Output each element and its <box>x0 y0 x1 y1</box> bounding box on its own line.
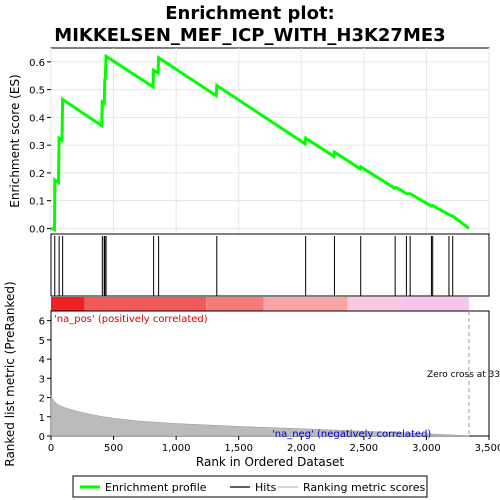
legend-label: Enrichment profile <box>105 481 207 494</box>
metric-y-axis-label: Ranked list metric (PreRanked) <box>3 281 17 466</box>
gradient-segment <box>206 297 264 311</box>
metric-y-tick-label: 6 <box>39 317 45 328</box>
hits-group <box>54 236 454 296</box>
x-tick-label: 3,500 <box>475 443 500 454</box>
metric-y-tick-label: 1 <box>39 413 45 424</box>
x-axis-label: Rank in Ordered Dataset <box>196 455 344 469</box>
es-y-tick-label: 0.3 <box>29 141 45 152</box>
metric-y-ticks: 0 1 2 3 4 5 6 <box>39 317 51 443</box>
x-tick-label: 500 <box>104 443 123 454</box>
zero-cross-label: Zero cross at 3340 <box>427 370 500 380</box>
title-line-2: MIKKELSEN_MEF_ICP_WITH_H3K27ME3 <box>54 25 445 46</box>
ranking-metric-area <box>50 395 470 437</box>
enrichment-profile-line <box>50 53 470 233</box>
x-tick-label: 2,500 <box>350 443 379 454</box>
metric-y-tick-label: 4 <box>39 355 45 366</box>
metric-y-tick-label: 5 <box>39 336 45 347</box>
es-y-axis-label: Enrichment score (ES) <box>8 74 22 207</box>
metric-y-tick-label: 3 <box>39 374 45 385</box>
metric-y-tick-label: 2 <box>39 394 45 405</box>
es-y-tick-label: 0.4 <box>29 113 45 124</box>
es-y-tick-label: 0.0 <box>29 224 45 235</box>
metric-panel-frame <box>50 310 490 437</box>
gradient-segment <box>401 297 469 311</box>
gradient-segment <box>263 297 348 311</box>
es-y-tick-label: 0.2 <box>29 169 45 180</box>
es-y-tick-label: 0.6 <box>29 58 45 69</box>
es-y-tick-label: 0.1 <box>29 197 45 208</box>
x-ticks: 0 500 1,000 1,500 2,000 2,500 3,000 3,500 <box>48 436 500 454</box>
hits-panel-frame <box>50 233 490 297</box>
title-line-1: Enrichment plot: <box>165 3 335 24</box>
legend-label: Hits <box>255 481 277 494</box>
metric-y-tick-label: 0 <box>39 432 45 443</box>
gradient-segment <box>347 297 402 311</box>
es-panel-frame <box>50 47 490 235</box>
x-tick-label: 1,000 <box>162 443 191 454</box>
x-tick-label: 3,000 <box>412 443 441 454</box>
legend-label: Ranking metric scores <box>303 481 425 494</box>
legend: Enrichment profile Hits Ranking metric sco… <box>80 481 425 494</box>
x-tick-label: 1,500 <box>224 443 253 454</box>
gradient-segment <box>51 297 85 311</box>
rank-gradient-bar <box>51 297 469 311</box>
es-y-tick-label: 0.5 <box>29 86 45 97</box>
es-y-ticks: 0.0 0.1 0.2 0.3 0.4 0.5 0.6 <box>29 58 51 235</box>
neg-correlated-label: 'na_neg' (negatively correlated) <box>272 429 431 440</box>
pos-correlated-label: 'na_pos' (positively correlated) <box>54 314 208 325</box>
x-tick-label: 0 <box>48 443 54 454</box>
chart-title: Enrichment plot: MIKKELSEN_MEF_ICP_WITH_… <box>54 3 445 46</box>
gradient-segment <box>84 297 207 311</box>
x-tick-label: 2,000 <box>287 443 316 454</box>
